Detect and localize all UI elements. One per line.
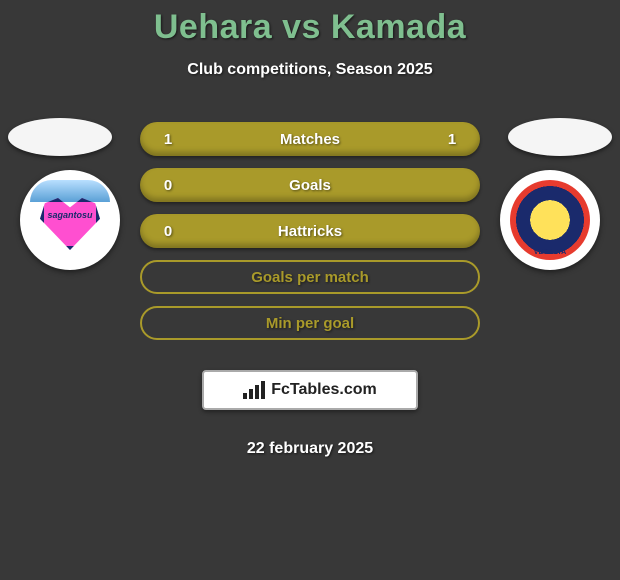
player-right-avatar	[508, 118, 612, 156]
stat-mpg-label: Min per goal	[198, 315, 422, 332]
team-right-logo: VEGALTA	[500, 170, 600, 270]
bars-icon	[243, 381, 265, 399]
stat-row-mpg: Min per goal	[140, 306, 480, 340]
stat-hattricks-left: 0	[140, 223, 196, 240]
vegalta-crest-icon: VEGALTA	[510, 180, 590, 260]
stat-row-goals: 0 Goals	[140, 168, 480, 202]
stat-goals-left: 0	[140, 177, 196, 194]
sagan-tosu-crest-icon: sagantosu	[30, 180, 110, 260]
stat-matches-label: Matches	[196, 131, 424, 148]
stat-hattricks-label: Hattricks	[196, 223, 424, 240]
stat-row-hattricks: 0 Hattricks	[140, 214, 480, 248]
footer-brand-text: FcTables.com	[271, 381, 377, 399]
stat-gpm-label: Goals per match	[198, 269, 422, 286]
player-left-avatar	[8, 118, 112, 156]
team-left-logo: sagantosu	[20, 170, 120, 270]
stat-row-matches: 1 Matches 1	[140, 122, 480, 156]
stat-goals-label: Goals	[196, 177, 424, 194]
page-title: Uehara vs Kamada	[0, 0, 620, 47]
stat-row-gpm: Goals per match	[140, 260, 480, 294]
page-subtitle: Club competitions, Season 2025	[0, 61, 620, 79]
stats-list: 1 Matches 1 0 Goals 0 Hattricks Goals pe…	[140, 122, 480, 458]
footer-brand-badge[interactable]: FcTables.com	[202, 370, 418, 410]
footer-date: 22 february 2025	[140, 440, 480, 458]
stat-matches-right: 1	[424, 131, 480, 148]
stat-matches-left: 1	[140, 131, 196, 148]
